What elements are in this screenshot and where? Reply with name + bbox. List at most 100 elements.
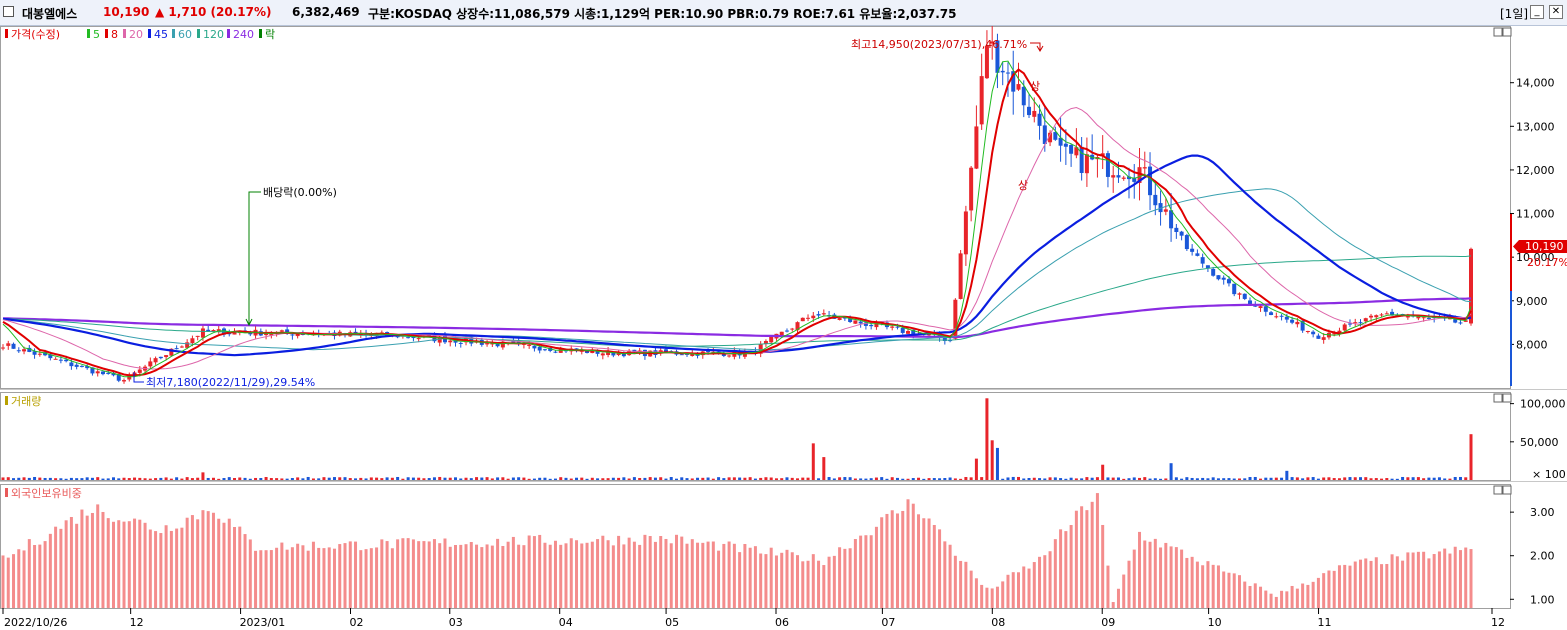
foreign-ratio-bar — [532, 536, 536, 608]
select-checkbox[interactable] — [3, 6, 14, 17]
candle-body — [1084, 154, 1089, 174]
price-tick-label: 14,000 — [1516, 77, 1555, 90]
foreign-ratio-bar — [1059, 529, 1063, 608]
volume-bar — [717, 477, 721, 480]
candle-body — [1290, 319, 1295, 323]
foreign-ratio-bar — [838, 547, 842, 608]
candle-body — [1163, 209, 1168, 212]
foreign-ratio-bar — [133, 518, 137, 608]
foreign-ratio-bar — [196, 519, 200, 608]
volume-bar — [1006, 477, 1010, 480]
candle-body — [1300, 320, 1305, 331]
candle-body — [195, 335, 200, 337]
candle-body — [1369, 315, 1374, 318]
candle-body — [869, 324, 874, 327]
foreign-ratio-bar — [1248, 585, 1252, 608]
foreign-tick-label: 2.00 — [1530, 550, 1555, 563]
foreign-ratio-bar — [780, 552, 784, 608]
candle-body — [1132, 177, 1137, 182]
volume-panel-title: 거래량 — [11, 395, 41, 408]
volume-bar — [864, 478, 868, 480]
minimize-icon[interactable]: _ — [1530, 5, 1544, 19]
candle-body — [1153, 194, 1158, 206]
volume-bar — [148, 478, 152, 480]
foreign-ratio-bar — [590, 541, 594, 608]
volume-bar — [859, 478, 863, 480]
foreign-ratio-bar — [1464, 547, 1468, 608]
candle-body — [1111, 175, 1116, 178]
candle-body — [206, 329, 211, 332]
panel-close-icon[interactable] — [1502, 485, 1512, 495]
panel-restore-icon[interactable] — [1493, 27, 1503, 37]
candle-body — [1037, 113, 1042, 126]
candle-body — [1342, 324, 1347, 331]
volume-bar — [327, 477, 331, 480]
panel-close-icon[interactable] — [1502, 27, 1512, 37]
foreign-ratio-bar — [1138, 531, 1142, 608]
candle-body — [1105, 153, 1110, 177]
foreign-panel-title: 외국인보유비중 — [11, 487, 82, 500]
volume-bar — [227, 477, 231, 480]
candle-body — [1337, 330, 1342, 333]
foreign-ratio-bar — [90, 512, 94, 608]
candle-body — [1379, 314, 1384, 316]
candle-body — [611, 352, 616, 356]
candle-body — [79, 365, 84, 367]
candle-body — [1416, 316, 1421, 319]
dividend-annotation: 배당락(0.00%) — [263, 186, 337, 199]
candle-body — [22, 349, 27, 352]
volume-bar — [1453, 476, 1457, 480]
foreign-ratio-bar — [601, 535, 605, 608]
volume-bar — [927, 478, 931, 480]
foreign-ratio-bar — [890, 510, 894, 608]
foreign-ratio-bar — [822, 565, 826, 608]
candle-body — [1279, 315, 1284, 317]
volume-bar — [1406, 477, 1410, 480]
volume-bar — [895, 477, 899, 480]
foreign-ratio-bar — [117, 520, 121, 608]
period-selector[interactable]: [1일] — [1500, 7, 1529, 21]
volume-bar — [1364, 477, 1368, 480]
volume-bar — [138, 477, 142, 480]
volume-bar — [480, 477, 484, 480]
foreign-ratio-bar — [638, 544, 642, 608]
foreign-ratio-bar — [1427, 558, 1431, 608]
legend-marker-foreign — [5, 488, 8, 497]
panel-restore-icon[interactable] — [1493, 485, 1503, 495]
volume-bar — [332, 477, 336, 480]
candle-body — [800, 317, 805, 322]
date-tick-label: 04 — [559, 616, 573, 629]
volume-bar — [133, 477, 137, 480]
foreign-ratio-bar — [585, 542, 589, 608]
candle-body — [516, 341, 521, 344]
volume-bar — [1095, 477, 1099, 480]
stock-chart[interactable]: 가격(수정) 5 8 20 45 60 120 240 락 거래량 외국인보유비… — [0, 26, 1567, 630]
date-tick-label: 11 — [1318, 616, 1332, 629]
candle-body — [1347, 323, 1352, 325]
foreign-ratio-bar — [1195, 561, 1199, 608]
foreign-ratio-bar — [811, 554, 815, 608]
volume-bar — [1069, 477, 1073, 480]
foreign-ratio-bar — [690, 539, 694, 608]
panel-restore-icon[interactable] — [1493, 393, 1503, 403]
foreign-ratio-bar — [1164, 542, 1168, 608]
candle-body — [500, 341, 505, 348]
volume-bar — [696, 477, 700, 480]
candle-body — [900, 327, 905, 333]
panel-close-icon[interactable] — [1502, 393, 1512, 403]
close-icon[interactable]: ✕ — [1549, 5, 1563, 19]
foreign-ratio-bar — [759, 553, 763, 608]
volume-bar — [1090, 477, 1094, 480]
candle-body — [1184, 235, 1189, 250]
foreign-ratio-bar — [748, 547, 752, 608]
foreign-ratio-bar — [85, 515, 89, 608]
foreign-ratio-bar — [575, 540, 579, 608]
candle-body — [6, 343, 11, 346]
foreign-ratio-bar — [248, 539, 252, 608]
foreign-ratio-bar — [469, 542, 473, 608]
volume-bar — [311, 478, 315, 480]
foreign-ratio-bar — [48, 533, 52, 608]
volume-bar — [580, 477, 584, 480]
foreign-ratio-bar — [327, 547, 331, 608]
foreign-ratio-bar — [1301, 583, 1305, 608]
